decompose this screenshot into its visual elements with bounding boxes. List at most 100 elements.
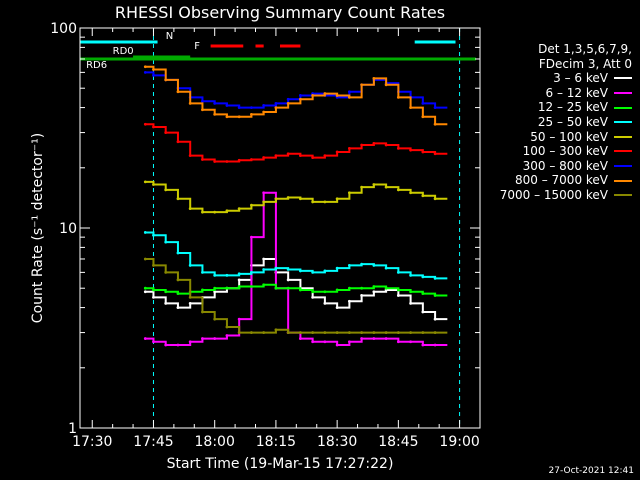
data-point-100-300-kev: [372, 141, 376, 145]
data-point-7000-15000-kev: [286, 331, 290, 334]
data-point-7000-15000-kev: [152, 264, 155, 267]
data-point-800-7000-kev: [384, 83, 388, 87]
data-point-25-50-kev: [250, 270, 253, 274]
data-point-800-7000-kev: [201, 108, 204, 112]
plot-frame: [79, 27, 481, 429]
legend-swatch: [614, 179, 632, 182]
data-point-50-100-kev: [323, 200, 327, 204]
data-point-6-12-kev: [143, 337, 147, 340]
legend-entry-50-100-kev: 50 – 100 keV: [482, 130, 632, 145]
data-point-25-50-kev: [347, 264, 351, 267]
data-point-300-800-kev: [201, 99, 204, 103]
data-point-12-25-kev: [360, 286, 364, 290]
data-point-50-100-kev: [237, 207, 241, 211]
data-point-300-800-kev: [237, 106, 241, 109]
data-point-6-12-kev: [421, 343, 425, 347]
data-point-300-800-kev: [143, 70, 147, 74]
data-point-50-100-kev: [433, 197, 437, 201]
data-point-800-7000-kev: [237, 115, 241, 119]
data-point-100-300-kev: [299, 154, 302, 158]
data-point-3-6-kev: [176, 306, 180, 309]
legend-entry-800-7000-kev: 800 – 7000 keV: [482, 173, 632, 188]
data-point-3-6-kev: [360, 294, 364, 297]
data-point-25-50-kev: [299, 269, 302, 273]
data-point-25-50-kev: [262, 268, 266, 271]
data-point-100-300-kev: [335, 150, 339, 154]
data-point-50-100-kev: [188, 207, 192, 211]
data-point-800-7000-kev: [323, 92, 327, 95]
data-point-3-6-kev: [335, 306, 339, 309]
data-point-6-12-kev: [164, 343, 168, 347]
data-point-6-12-kev: [409, 340, 413, 344]
legend-header-line: FDecim 3, Att 0: [538, 56, 632, 71]
data-point-50-100-kev: [164, 188, 168, 192]
data-point-300-800-kev: [286, 97, 290, 101]
data-point-12-25-kev: [335, 288, 339, 292]
data-point-100-300-kev: [323, 154, 327, 158]
data-point-800-7000-kev: [299, 97, 302, 101]
data-point-800-7000-kev: [360, 83, 364, 87]
x-tick-label: 17:45: [133, 434, 173, 450]
data-point-50-100-kev: [360, 185, 364, 189]
data-point-25-50-kev: [384, 266, 388, 270]
data-point-100-300-kev: [360, 143, 364, 147]
data-point-100-300-kev: [347, 147, 351, 150]
data-point-800-7000-kev: [143, 65, 147, 69]
data-point-7000-15000-kev: [384, 331, 388, 334]
data-point-3-6-kev: [286, 278, 290, 282]
data-point-800-7000-kev: [409, 106, 413, 109]
data-point-800-7000-kev: [335, 94, 339, 97]
data-point-3-6-kev: [372, 290, 376, 294]
data-point-25-50-kev: [188, 264, 192, 267]
data-point-100-300-kev: [225, 160, 229, 163]
data-point-3-6-kev: [409, 301, 413, 305]
data-point-50-100-kev: [421, 194, 425, 198]
legend-swatch: [614, 165, 632, 168]
data-point-800-7000-kev: [164, 78, 168, 82]
data-point-7000-15000-kev: [323, 331, 327, 334]
x-tick-label: 19:00: [439, 434, 479, 450]
data-point-7000-15000-kev: [225, 325, 229, 329]
data-point-6-12-kev: [323, 340, 327, 344]
data-point-800-7000-kev: [250, 112, 253, 116]
data-point-6-12-kev: [384, 337, 388, 340]
data-point-6-12-kev: [335, 343, 339, 347]
data-point-800-7000-kev: [372, 76, 376, 80]
data-point-12-25-kev: [237, 285, 241, 288]
data-point-25-50-kev: [225, 273, 229, 277]
data-point-300-800-kev: [421, 101, 425, 105]
data-point-300-800-kev: [152, 73, 155, 77]
data-point-12-25-kev: [201, 288, 204, 292]
data-point-12-25-kev: [299, 288, 302, 292]
data-point-7000-15000-kev: [237, 331, 241, 334]
data-point-6-12-kev: [347, 340, 351, 344]
legend-entry-7000-15000-kev: 7000 – 15000 keV: [482, 188, 632, 203]
data-point-800-7000-kev: [188, 101, 192, 105]
data-point-300-800-kev: [299, 94, 302, 97]
data-point-25-50-kev: [237, 272, 241, 276]
data-point-7000-15000-kev: [250, 331, 253, 334]
axes: 17:30 17:45 18:00 18:15 18:30 18:45 19:00 1 10 10…: [50, 21, 480, 450]
data-point-25-50-kev: [274, 266, 278, 270]
data-point-6-12-kev: [250, 235, 253, 239]
data-point-3-6-kev: [152, 295, 155, 299]
data-point-25-50-kev: [164, 240, 168, 244]
timestamp: 27-Oct-2021 12:41: [548, 466, 634, 476]
legend-entry-25-50-kev: 25 – 50 keV: [482, 115, 632, 130]
data-point-7000-15000-kev: [143, 257, 147, 261]
data-point-800-7000-kev: [152, 68, 155, 71]
plot-area: N F RD0 RD6: [80, 28, 476, 428]
data-point-12-25-kev: [384, 286, 388, 290]
data-point-6-12-kev: [262, 191, 266, 195]
data-point-50-100-kev: [250, 203, 253, 207]
data-point-6-12-kev: [433, 343, 437, 347]
data-point-100-300-kev: [152, 125, 155, 129]
data-point-100-300-kev: [421, 150, 425, 154]
data-point-800-7000-kev: [274, 106, 278, 109]
data-point-12-25-kev: [176, 292, 180, 295]
data-point-50-100-kev: [347, 191, 351, 195]
data-point-12-25-kev: [286, 286, 290, 290]
flag-label-rd0: RD0: [113, 46, 134, 57]
data-point-6-12-kev: [372, 337, 376, 340]
data-point-100-300-kev: [176, 140, 180, 144]
